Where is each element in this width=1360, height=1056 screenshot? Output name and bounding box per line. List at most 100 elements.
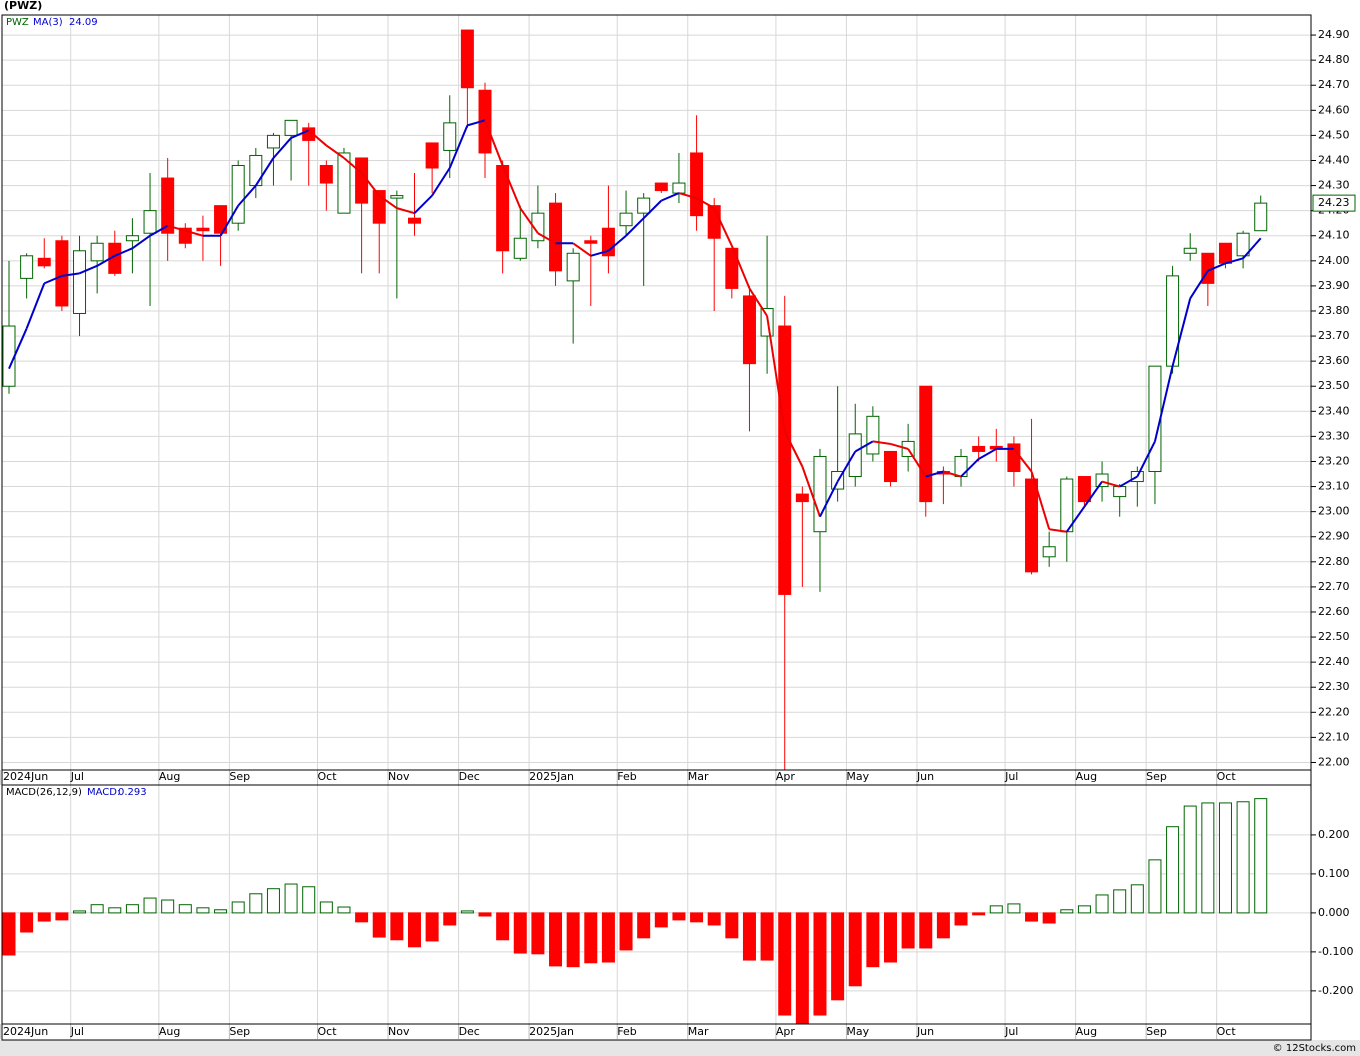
ma-line (960, 458, 980, 478)
candle-body (707, 205, 721, 239)
macd-bar (972, 912, 986, 916)
ma-line (167, 224, 186, 232)
y-tick-label: 22.40 (1318, 655, 1350, 668)
x-tick-label: Oct (1217, 770, 1237, 783)
macd-bar (654, 912, 668, 928)
ma-line (1049, 528, 1067, 533)
y-tick-label: 22.80 (1318, 555, 1350, 568)
macd-bar (1236, 801, 1250, 914)
ma-line (766, 315, 786, 432)
ma-line (678, 192, 697, 200)
candle-body (73, 250, 87, 314)
ma-line (1225, 257, 1244, 265)
candle-body (1025, 478, 1039, 573)
x-tick-label: Dec (459, 1025, 480, 1038)
x-tick-label: Sep (229, 1025, 250, 1038)
macd-bar (1218, 802, 1232, 914)
candle-body (125, 235, 139, 242)
macd-bar (1148, 859, 1162, 914)
candle-body (1254, 202, 1268, 232)
y-tick-label: 23.90 (1318, 279, 1350, 292)
ma-line (519, 207, 539, 234)
last-price-label: 24.23 (1318, 196, 1350, 209)
ma-line (801, 466, 821, 517)
overlay: 22.00 22.10 22.20 22.30 22.40 22.50 22.60 22.70… (0, 28, 1356, 1039)
x-tick-label: 2024Jun (3, 770, 48, 783)
macd-bar (460, 910, 474, 914)
candle-body (778, 325, 792, 595)
x-tick-label: Sep (1146, 1025, 1167, 1038)
x-tick-label: Feb (617, 770, 636, 783)
ma-line (625, 217, 645, 237)
macd-bar (319, 901, 333, 914)
ma-line (660, 192, 680, 202)
candle-body (866, 415, 880, 455)
candle-body (619, 212, 633, 227)
y-tick-label: 22.90 (1318, 530, 1350, 543)
macd-bar (601, 912, 615, 963)
y-tick-label: 24.30 (1318, 179, 1350, 192)
macd-bar (919, 912, 933, 949)
y-tick-label: 22.60 (1318, 605, 1350, 618)
macd-bar (55, 912, 69, 921)
candle-body (460, 29, 474, 89)
y-tick-label: 0.100 (1318, 867, 1350, 880)
y-tick-label: 22.70 (1318, 580, 1350, 593)
chart-title: (PWZ) (4, 0, 42, 12)
ma-line (25, 283, 46, 329)
macd-bar (161, 899, 175, 914)
candle-body (513, 237, 527, 259)
y-tick-label: 23.40 (1318, 404, 1350, 417)
macd-bar (337, 906, 351, 914)
ma-line (149, 224, 169, 237)
last-price-box (1312, 194, 1356, 212)
candle-body (1183, 247, 1197, 254)
ma-line (943, 470, 962, 478)
ma-line (431, 167, 451, 197)
ma-line (396, 207, 415, 215)
ma-line (925, 470, 944, 478)
macd-bar (566, 912, 580, 968)
x-tick-label: Aug (159, 770, 180, 783)
ma-line (114, 247, 133, 257)
macd-bar (2, 912, 16, 956)
macd-bar (901, 912, 915, 949)
macd-label: MACD(26,12,9) (6, 787, 82, 798)
ma-line (325, 144, 345, 159)
macd-bar (760, 912, 774, 961)
y-tick-label: 24.00 (1318, 254, 1350, 267)
macd-bar (513, 912, 527, 954)
ma-line (978, 448, 997, 460)
macd-bar (936, 912, 950, 939)
ma-line (8, 328, 28, 370)
ma-line (79, 264, 98, 275)
macd-prefix: MACD: (87, 787, 120, 798)
ma-line (290, 129, 310, 139)
macd-bar (619, 912, 633, 951)
candle-body (496, 164, 510, 252)
x-tick-label: Mar (688, 770, 709, 783)
candle-body (1077, 476, 1091, 503)
candle-body (337, 152, 351, 214)
macd-bar (196, 907, 210, 914)
macd-bar (355, 912, 369, 923)
candle-body (37, 257, 51, 267)
x-tick-label: Oct (318, 770, 338, 783)
ma-line (308, 129, 327, 147)
y-tick-label: 22.20 (1318, 705, 1350, 718)
candle-body (566, 252, 580, 282)
macd-bar (20, 912, 34, 933)
ma-line (484, 119, 504, 166)
candle-body (425, 142, 439, 169)
x-tick-label: Jul (70, 1025, 84, 1038)
ma-line (413, 194, 433, 214)
footer: © 12Stocks.com (1273, 1043, 1356, 1054)
macd-bar (1095, 894, 1109, 914)
macd-bar (637, 912, 651, 939)
x-tick-label: Oct (318, 1025, 338, 1038)
macd-bar (1077, 905, 1091, 914)
x-tick-label: 2025Jan (529, 1025, 574, 1038)
candle-body (266, 134, 280, 149)
x-tick-label: Jul (70, 770, 84, 783)
